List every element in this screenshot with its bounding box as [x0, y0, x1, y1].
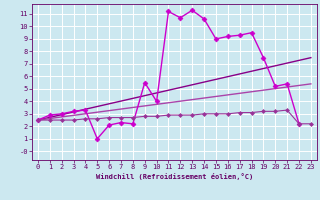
X-axis label: Windchill (Refroidissement éolien,°C): Windchill (Refroidissement éolien,°C) [96, 173, 253, 180]
